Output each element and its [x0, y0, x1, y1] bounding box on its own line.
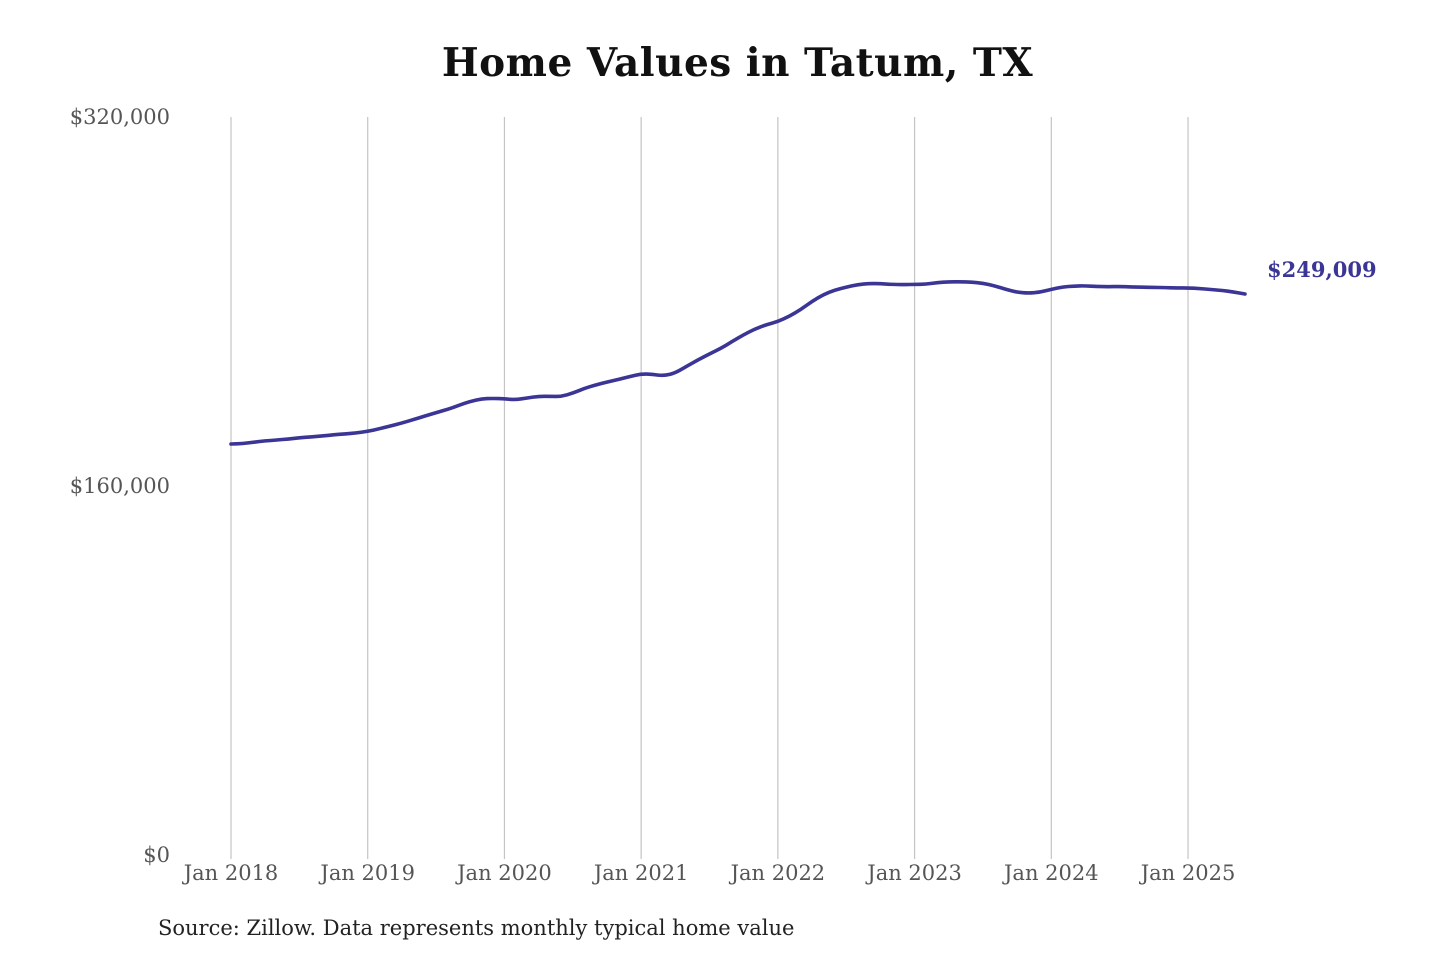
end-value-label: $249,009: [1267, 257, 1377, 282]
source-note: Source: Zillow. Data represents monthly …: [158, 916, 795, 940]
series-layer: [229, 279, 1247, 446]
y-tick-label: $160,000: [70, 474, 170, 498]
x-tick-label: Jan 2018: [182, 861, 279, 885]
x-tick-label: Jan 2019: [318, 861, 415, 885]
x-tick-label: Jan 2024: [1002, 861, 1099, 885]
x-tick-label: Jan 2020: [455, 861, 552, 885]
chart-title: Home Values in Tatum, TX: [441, 40, 1034, 86]
x-axis-tick-labels: Jan 2018 Jan 2019 Jan 2020 Jan 2021 Jan 2022…: [182, 861, 1236, 885]
series-line: [229, 279, 1247, 446]
y-tick-label: $0: [143, 843, 170, 867]
y-axis-tick-labels: $0 $160,000 $320,000: [70, 105, 170, 867]
end-label-layer: $249,009: [1267, 257, 1377, 282]
gridlines: [230, 117, 1189, 859]
x-tick-label: Jan 2022: [729, 861, 826, 885]
x-tick-label: Jan 2023: [865, 861, 962, 885]
x-tick-label: Jan 2025: [1139, 861, 1236, 885]
y-tick-label: $320,000: [70, 105, 170, 129]
x-tick-label: Jan 2021: [592, 861, 689, 885]
